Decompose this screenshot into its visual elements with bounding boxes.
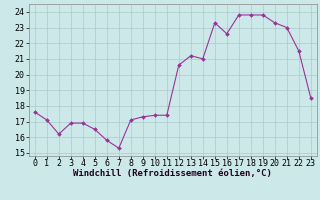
X-axis label: Windchill (Refroidissement éolien,°C): Windchill (Refroidissement éolien,°C) (73, 169, 272, 178)
